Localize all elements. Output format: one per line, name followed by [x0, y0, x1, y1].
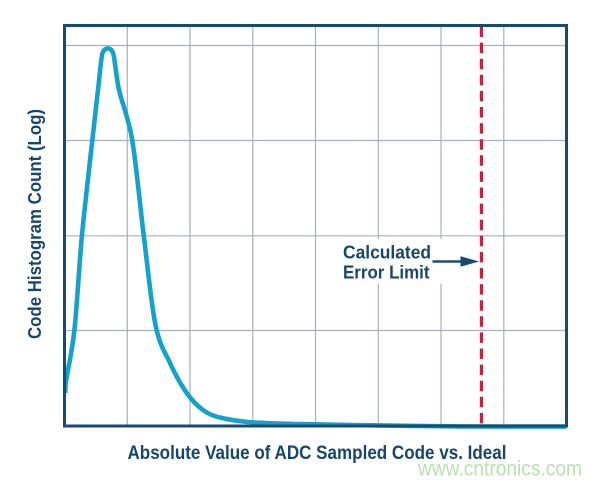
- svg-text:Error Limit: Error Limit: [343, 263, 430, 283]
- svg-text:www.cntronics.com: www.cntronics.com: [417, 458, 582, 481]
- svg-text:Calculated: Calculated: [343, 243, 431, 263]
- svg-text:Absolute Value of ADC Sampled: Absolute Value of ADC Sampled Code vs. I…: [128, 443, 507, 464]
- svg-text:Code Histogram Count (Log): Code Histogram Count (Log): [25, 109, 45, 339]
